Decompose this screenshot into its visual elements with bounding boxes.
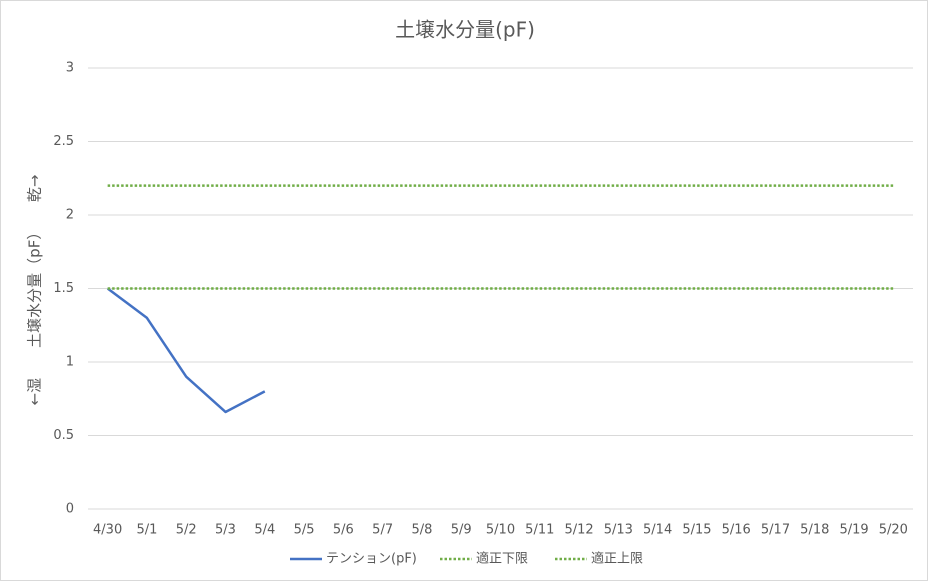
chart-title: 土壌水分量(pF) [395,18,535,42]
y-tick-label: 2 [66,208,74,223]
x-tick-label: 5/6 [333,523,354,538]
x-tick-label: 4/30 [93,523,122,538]
x-tick-label: 5/5 [294,523,315,538]
x-tick-label: 5/11 [525,523,554,538]
x-tick-label: 5/18 [800,523,829,538]
x-tick-label: 5/7 [372,523,393,538]
x-tick-label: 5/15 [682,523,711,538]
y-tick-label: 2.5 [53,134,74,149]
legend-label: 適正下限 [476,551,528,567]
y-tick-label: 1.5 [53,281,74,296]
x-tick-label: 5/12 [564,523,593,538]
x-tick-label: 5/14 [643,523,672,538]
y-tick-label: 1 [66,355,74,370]
y-axis-title: ←湿 土壌水分量（pF） 乾→ [26,175,44,406]
x-tick-label: 5/4 [254,523,275,538]
y-tick-label: 0.5 [53,428,74,443]
x-tick-label: 5/16 [722,523,751,538]
y-tick-label: 3 [66,61,74,76]
x-tick-label: 5/9 [451,523,472,538]
x-tick-label: 5/2 [176,523,197,538]
legend-label: 適正上限 [591,551,643,567]
x-tick-label: 5/8 [411,523,432,538]
x-tick-label: 5/20 [879,523,908,538]
x-tick-label: 5/1 [136,523,157,538]
x-tick-label: 5/17 [761,523,790,538]
x-tick-label: 5/3 [215,523,236,538]
y-tick-label: 0 [66,502,74,517]
legend-label: テンション(pF) [326,552,417,567]
x-tick-label: 5/19 [839,523,868,538]
series-line [106,287,266,414]
x-tick-label: 5/10 [486,523,515,538]
x-tick-label: 5/13 [604,523,633,538]
